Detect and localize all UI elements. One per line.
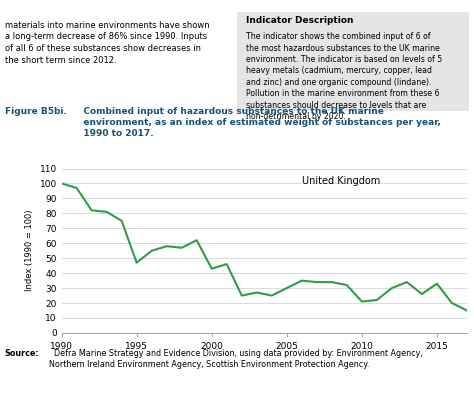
Text: United Kingdom: United Kingdom — [302, 176, 380, 186]
Text: materials into marine environments have shown
a long-term decrease of 86% since : materials into marine environments have … — [5, 21, 210, 65]
Text: Figure B5bi.: Figure B5bi. — [5, 107, 67, 116]
Text: Combined input of hazardous substances to the UK marine
   environment, as an in: Combined input of hazardous substances t… — [73, 107, 440, 138]
Y-axis label: Index (1990 = 100): Index (1990 = 100) — [25, 210, 34, 291]
Text: Indicator Description: Indicator Description — [246, 16, 354, 25]
Text: Source:: Source: — [5, 349, 39, 358]
Text: Defra Marine Strategy and Evidence Division, using data provided by: Environment: Defra Marine Strategy and Evidence Divis… — [49, 349, 423, 369]
Text: The indicator shows the combined input of 6 of
the most hazardous substances to : The indicator shows the combined input o… — [246, 32, 442, 121]
